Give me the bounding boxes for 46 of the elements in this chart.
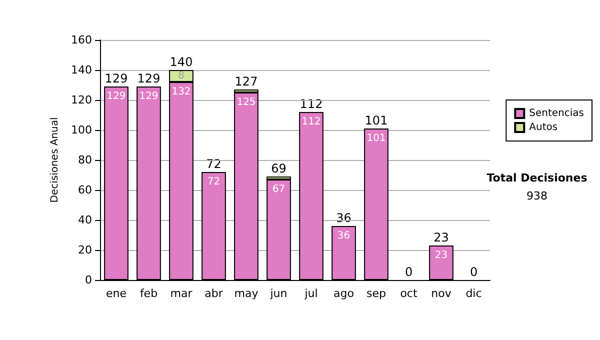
- y-tick-label: 40: [78, 214, 92, 226]
- y-tick-label: 120: [71, 94, 92, 106]
- total-label: 0: [470, 265, 478, 279]
- data-label: 67: [272, 184, 286, 195]
- data-label: 8: [178, 70, 184, 82]
- data-label: 23: [434, 250, 448, 261]
- total-label: 140: [170, 55, 193, 69]
- text: 938: [526, 190, 548, 202]
- data-label: 132: [172, 86, 191, 98]
- total-label: 127: [234, 74, 258, 88]
- x-tick-label: mar: [170, 287, 193, 300]
- x-tick-label: abr: [204, 287, 224, 300]
- data-label: 101: [366, 133, 386, 144]
- x-tick-label: feb: [140, 287, 158, 300]
- data-label: 72: [207, 176, 220, 188]
- x-tick-label: ago: [334, 287, 354, 300]
- data-label: 129: [106, 91, 126, 102]
- total-label: 101: [364, 114, 388, 128]
- data-label: 112: [302, 116, 321, 128]
- x-tick-label: dic: [466, 287, 482, 300]
- data-label: 36: [337, 230, 350, 242]
- y-tick-label: 80: [78, 154, 92, 166]
- x-tick-label: sep: [366, 287, 386, 300]
- legend-label: Autos: [529, 122, 558, 133]
- data-label: 125: [236, 97, 256, 108]
- total-label: 0: [404, 265, 413, 279]
- total-label: 69: [271, 162, 286, 176]
- y-tick-label: 140: [71, 64, 92, 76]
- total-label: 129: [137, 72, 160, 86]
- x-tick-label: oct: [400, 287, 418, 300]
- x-tick-label: nov: [431, 287, 452, 300]
- y-tick-label: 100: [71, 124, 92, 136]
- x-tick-label: jul: [304, 287, 318, 300]
- y-tick-label: 0: [85, 274, 92, 286]
- x-tick-label: jun: [269, 287, 288, 300]
- x-tick-label: ene: [106, 287, 127, 300]
- y-tick-label: 20: [78, 244, 92, 256]
- data-label: 129: [139, 91, 158, 102]
- y-tick-label: 60: [78, 184, 92, 196]
- legend-label: Sentencias: [529, 108, 584, 119]
- total-label: 129: [104, 72, 128, 86]
- total-label: 23: [434, 230, 449, 244]
- annotation: Total Decisiones: [486, 172, 588, 184]
- y-tick-label: 160: [71, 34, 92, 46]
- y-axis-title: Decisiones Anual: [50, 117, 61, 203]
- x-tick-label: may: [234, 287, 259, 300]
